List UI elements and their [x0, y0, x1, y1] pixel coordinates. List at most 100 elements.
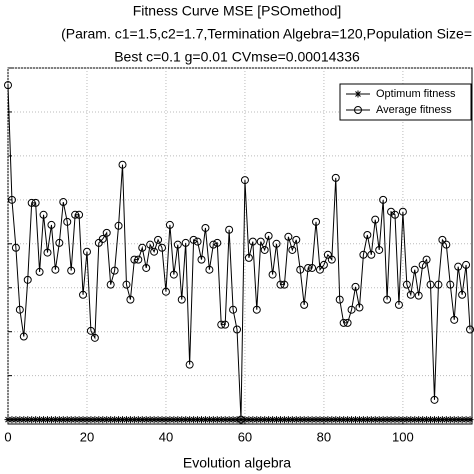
- marker: [260, 245, 269, 254]
- marker: [351, 282, 360, 291]
- marker: [430, 395, 439, 404]
- marker: [161, 287, 170, 296]
- marker: [142, 416, 150, 424]
- marker: [40, 416, 48, 424]
- marker: [280, 280, 289, 289]
- marker: [450, 315, 459, 324]
- x-tick-label: 0: [4, 429, 11, 444]
- marker: [43, 416, 51, 424]
- marker: [8, 416, 16, 424]
- marker: [106, 280, 115, 289]
- marker: [213, 238, 222, 247]
- marker: [375, 416, 383, 424]
- marker: [252, 305, 261, 314]
- marker: [165, 220, 174, 229]
- marker: [178, 416, 186, 424]
- marker: [118, 160, 127, 169]
- legend-label: Optimum fitness: [376, 88, 456, 100]
- marker: [288, 416, 296, 424]
- marker: [434, 280, 443, 289]
- marker: [20, 416, 28, 424]
- marker: [375, 245, 384, 254]
- marker: [347, 305, 356, 314]
- marker: [414, 291, 423, 300]
- marker: [402, 280, 411, 289]
- marker: [430, 416, 438, 424]
- marker: [126, 416, 134, 424]
- marker: [229, 416, 237, 424]
- marker: [343, 318, 352, 327]
- x-tick-label: 100: [392, 429, 414, 444]
- marker: [446, 416, 454, 424]
- marker: [158, 243, 167, 252]
- marker: [363, 416, 371, 424]
- marker: [213, 416, 221, 424]
- marker: [423, 416, 431, 424]
- marker: [383, 416, 391, 424]
- marker: [186, 416, 194, 424]
- marker: [438, 235, 447, 244]
- marker: [352, 416, 360, 424]
- marker: [348, 416, 356, 424]
- marker: [296, 416, 304, 424]
- marker: [391, 416, 399, 424]
- marker: [71, 210, 80, 219]
- marker: [150, 247, 159, 256]
- marker: [43, 248, 52, 257]
- x-axis-label: Evolution algebra: [183, 455, 291, 471]
- marker: [114, 221, 123, 230]
- chart-title: Fitness Curve MSE [PSOmethod]: [133, 3, 342, 19]
- marker: [233, 325, 242, 334]
- marker: [134, 416, 142, 424]
- marker: [264, 231, 273, 240]
- chart-annotation: Best c=0.1 g=0.01 CVmse=0.00014336: [114, 49, 360, 65]
- marker: [458, 290, 467, 299]
- marker: [225, 225, 234, 234]
- marker: [327, 255, 336, 264]
- marker: [438, 416, 446, 424]
- marker: [332, 416, 340, 424]
- marker: [134, 255, 143, 264]
- marker: [27, 198, 36, 207]
- marker: [59, 416, 67, 424]
- marker: [111, 416, 119, 424]
- marker: [15, 305, 24, 314]
- marker: [55, 238, 64, 247]
- marker: [339, 318, 348, 327]
- marker: [142, 263, 151, 272]
- marker: [462, 416, 470, 424]
- marker: [367, 250, 376, 259]
- marker: [107, 416, 115, 424]
- marker: [284, 416, 292, 424]
- marker: [434, 416, 442, 424]
- marker: [146, 240, 155, 249]
- marker: [323, 250, 332, 259]
- marker: [162, 416, 170, 424]
- marker: [103, 416, 111, 424]
- marker: [276, 280, 285, 289]
- marker: [71, 416, 79, 424]
- marker: [90, 333, 99, 342]
- marker: [304, 416, 312, 424]
- marker: [91, 416, 99, 424]
- marker: [268, 270, 277, 279]
- marker: [209, 416, 217, 424]
- marker: [189, 235, 198, 244]
- marker: [4, 81, 12, 90]
- marker: [315, 265, 324, 274]
- marker: [201, 223, 210, 232]
- marker: [403, 416, 411, 424]
- marker: [47, 416, 55, 424]
- marker: [379, 195, 388, 204]
- marker: [407, 416, 415, 424]
- marker: [383, 295, 392, 304]
- marker: [79, 290, 88, 299]
- marker: [193, 237, 202, 246]
- x-tick-label: 60: [238, 429, 252, 444]
- marker: [466, 416, 474, 424]
- marker: [182, 416, 190, 424]
- marker: [387, 416, 395, 424]
- marker: [406, 290, 415, 299]
- marker: [320, 416, 328, 424]
- marker: [410, 265, 419, 274]
